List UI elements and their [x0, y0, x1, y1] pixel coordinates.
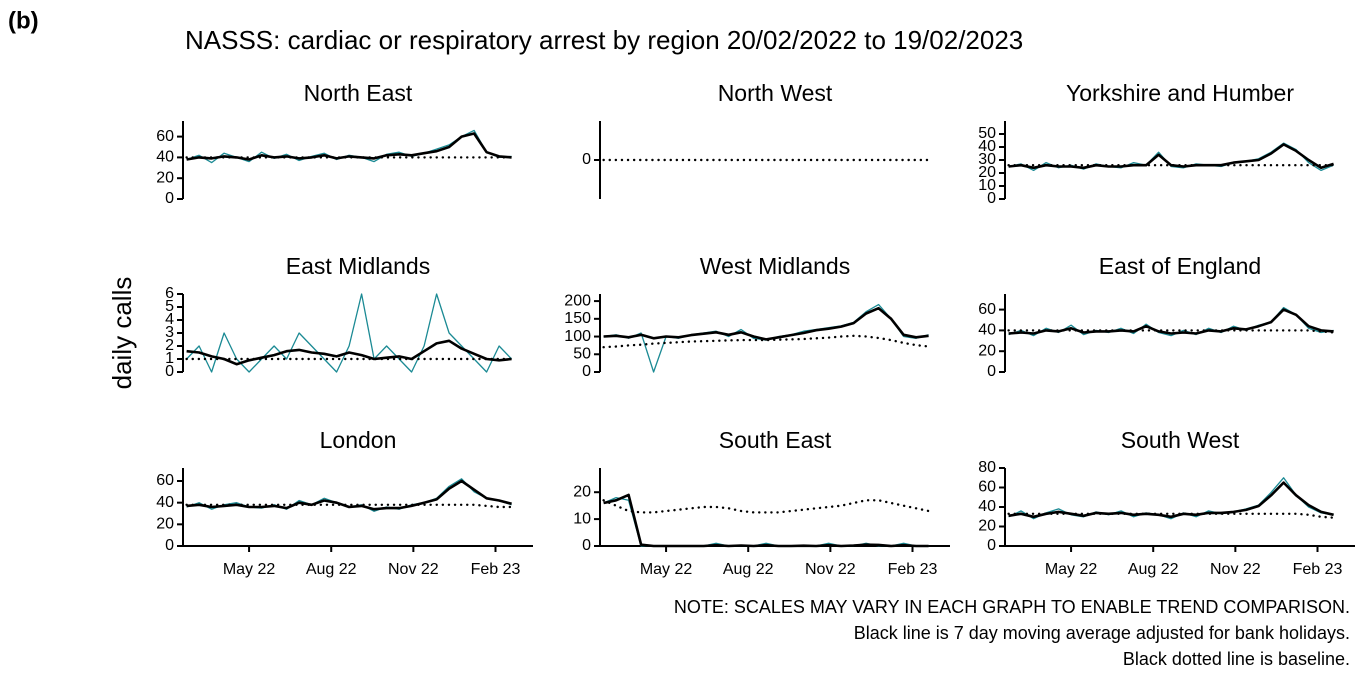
y-tick-label: 0 [165, 363, 174, 380]
series-line [603, 496, 929, 547]
y-tick-label: 20 [573, 483, 591, 500]
y-tick-label: 40 [156, 494, 174, 511]
y-tick-label: 0 [987, 363, 996, 380]
y-tick-label: 40 [978, 138, 996, 155]
series-line [602, 334, 930, 349]
panel-title: North West [718, 80, 833, 106]
note: NOTE: SCALES MAY VARY IN EACH GRAPH TO E… [674, 597, 1350, 617]
y-tick-label: 40 [978, 322, 996, 339]
y-tick-label: 50 [573, 345, 591, 362]
y-tick-label: 0 [165, 537, 174, 554]
panel-title: East Midlands [286, 253, 430, 279]
y-tick-label: 20 [156, 516, 174, 533]
x-tick-label: Nov 22 [805, 561, 856, 578]
y-tick-label: 10 [978, 177, 996, 194]
panel-title: North East [304, 80, 413, 106]
note: Black dotted line is baseline. [1123, 649, 1350, 669]
series-line [603, 493, 929, 548]
y-tick-label: 20 [156, 169, 174, 186]
series-line [602, 499, 930, 514]
y-tick-label: 60 [978, 479, 996, 496]
series-line [1008, 143, 1334, 170]
panel-title: South West [1121, 427, 1240, 453]
y-tick-label: 60 [156, 128, 174, 145]
y-tick-label: 30 [978, 151, 996, 168]
y-tick-label: 40 [978, 498, 996, 515]
x-tick-label: Nov 22 [1210, 561, 1261, 578]
panel-title: South East [719, 427, 832, 453]
x-tick-label: Nov 22 [388, 561, 439, 578]
y-tick-label: 60 [978, 301, 996, 318]
panel-title: London [320, 427, 397, 453]
y-tick-label: 3 [165, 324, 174, 341]
y-tick-label: 2 [165, 337, 174, 354]
y-tick-label: 200 [564, 292, 591, 309]
y-tick-label: 0 [165, 190, 174, 207]
x-tick-label: May 22 [640, 561, 693, 578]
y-tick-label: 20 [978, 342, 996, 359]
panel-title: West Midlands [700, 253, 850, 279]
series-line [186, 293, 513, 373]
y-tick-label: 4 [165, 311, 174, 328]
y-tick-label: 0 [987, 537, 996, 554]
x-tick-label: Aug 22 [723, 561, 774, 578]
x-tick-label: May 22 [1045, 561, 1098, 578]
series-line [1008, 477, 1334, 520]
panel-title: East of England [1099, 253, 1261, 279]
y-tick-label: 0 [987, 190, 996, 207]
y-tick-label: 10 [573, 510, 591, 527]
y-tick-label: 6 [165, 285, 174, 302]
series-line [186, 339, 512, 366]
y-tick-label: 5 [165, 298, 174, 315]
x-tick-label: Feb 23 [888, 561, 938, 578]
series-line [185, 503, 513, 509]
y-tick-label: 150 [564, 310, 591, 327]
y-tick-label: 1 [165, 350, 174, 367]
panel-label: (b) [8, 7, 39, 34]
series-line [186, 132, 512, 161]
note: Black line is 7 day moving average adjus… [854, 623, 1350, 643]
series-line [603, 306, 929, 341]
panel-title: Yorkshire and Humber [1066, 80, 1294, 106]
y-tick-label: 20 [978, 164, 996, 181]
y-tick-label: 0 [582, 363, 591, 380]
series-line [1007, 512, 1335, 519]
x-tick-label: May 22 [223, 561, 276, 578]
x-tick-label: Aug 22 [306, 561, 357, 578]
x-tick-label: Aug 22 [1128, 561, 1179, 578]
series-line [1008, 481, 1334, 519]
y-axis-label: daily calls [107, 277, 137, 390]
y-tick-label: 80 [978, 459, 996, 476]
y-tick-label: 100 [564, 328, 591, 345]
y-tick-label: 0 [582, 537, 591, 554]
y-tick-label: 0 [582, 151, 591, 168]
series-line [1007, 329, 1335, 334]
y-tick-label: 20 [978, 518, 996, 535]
y-tick-label: 60 [156, 472, 174, 489]
y-tick-label: 40 [156, 149, 174, 166]
y-tick-label: 50 [978, 125, 996, 142]
figure-title: NASSS: cardiac or respiratory arrest by … [185, 25, 1023, 55]
x-tick-label: Feb 23 [471, 561, 521, 578]
x-tick-label: Feb 23 [1293, 561, 1343, 578]
